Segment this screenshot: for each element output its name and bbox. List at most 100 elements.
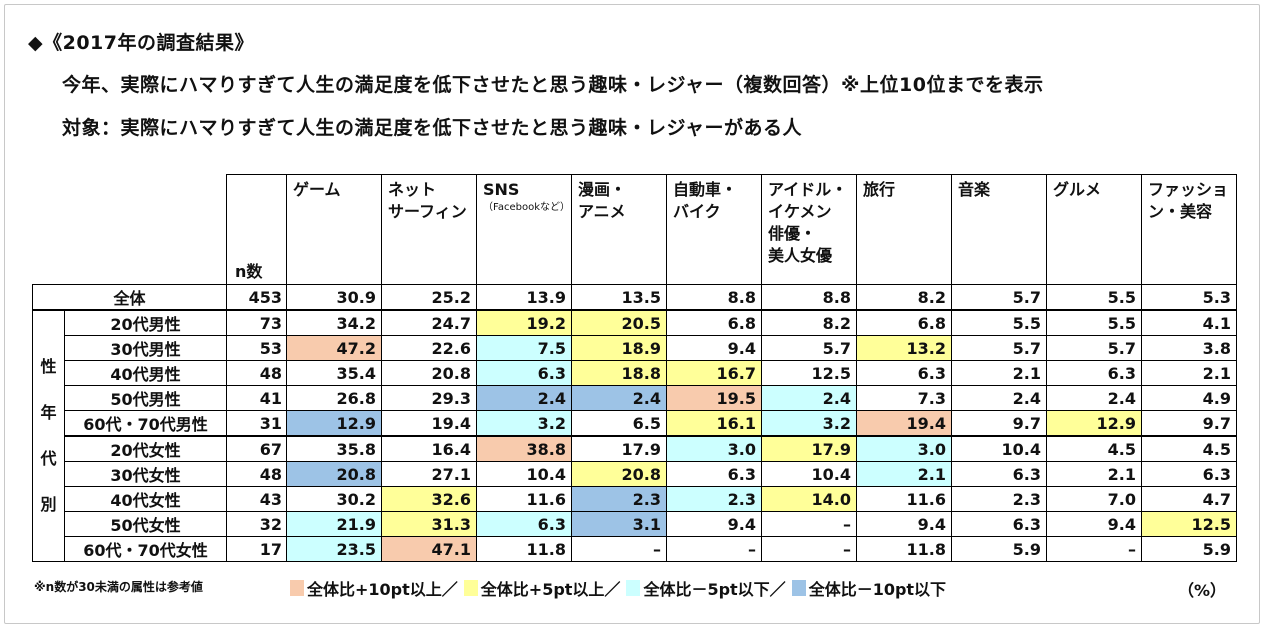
row-label: 20代男性 bbox=[64, 309, 227, 336]
row-label: 40代男性 bbox=[64, 360, 227, 386]
value-cell: 6.3 bbox=[476, 511, 572, 537]
group-label-char: 代 bbox=[40, 449, 57, 468]
value-cell: 5.7 bbox=[761, 335, 857, 361]
column-header-note: （Facebookなど） bbox=[483, 202, 570, 213]
table-row: 40代男性 48 35.4 20.8 6.3 18.8 16.7 12.5 6.3 2.1 6.3 2… bbox=[33, 360, 1237, 386]
value-cell: 9.4 bbox=[856, 511, 952, 537]
row-label: 30代女性 bbox=[64, 461, 227, 487]
column-header-line: 漫画・ bbox=[578, 180, 627, 199]
value-cell: 6.3 bbox=[951, 511, 1047, 537]
column-header: ゲーム bbox=[286, 174, 382, 285]
value-cell: 11.6 bbox=[856, 486, 952, 512]
column-header: グルメ bbox=[1046, 174, 1142, 285]
value-cell: 2.1 bbox=[856, 461, 952, 487]
column-header-line: バイク bbox=[673, 202, 721, 221]
value-cell: 5.7 bbox=[951, 284, 1047, 311]
value-cell: 19.2 bbox=[476, 309, 572, 336]
column-header-line: グルメ bbox=[1053, 180, 1102, 199]
value-cell: 8.8 bbox=[666, 284, 762, 311]
column-header: 自動車・ バイク bbox=[666, 174, 762, 285]
value-cell: 13.5 bbox=[571, 284, 667, 311]
value-cell: 24.7 bbox=[381, 309, 477, 336]
legend-label: 全体比+10pt以上／ bbox=[307, 580, 458, 599]
n-cell: 17 bbox=[226, 536, 287, 562]
column-header-line: 旅行 bbox=[863, 180, 896, 199]
table-row: 60代・70代女性 17 23.5 47.1 11.8– – –11.8 5.9–5.9 bbox=[33, 536, 1237, 562]
value-cell: 12.5 bbox=[761, 360, 857, 386]
row-label: 60代・70代男性 bbox=[64, 410, 227, 437]
value-cell: 32.6 bbox=[381, 486, 477, 512]
value-cell: 8.2 bbox=[761, 309, 857, 336]
value-cell: 31.3 bbox=[381, 511, 477, 537]
column-header-line: 自動車・ bbox=[673, 180, 738, 199]
value-cell: 20.8 bbox=[286, 461, 382, 487]
value-cell: 6.3 bbox=[856, 360, 952, 386]
table-row: 20代女性 67 35.8 16.4 38.8 17.9 3.0 17.9 3.0 10.4 4.5… bbox=[33, 435, 1237, 462]
footnote: ※n数が30未満の属性は参考値 bbox=[34, 580, 203, 594]
value-cell: 7.0 bbox=[1046, 486, 1142, 512]
value-cell: 47.1 bbox=[381, 536, 477, 562]
row-label: 50代男性 bbox=[64, 385, 227, 411]
value-cell: 3.0 bbox=[856, 435, 952, 462]
value-cell: 29.3 bbox=[381, 385, 477, 411]
value-cell: 19.4 bbox=[381, 410, 477, 437]
column-header-line: イケメン bbox=[768, 202, 832, 221]
value-cell: 10.4 bbox=[951, 435, 1047, 462]
table-row: 30代女性 48 20.8 27.1 10.4 20.8 6.3 10.4 2.1 6.3 2.1 6… bbox=[33, 461, 1237, 487]
group-label: 性年代別 bbox=[32, 309, 65, 562]
n-cell: 67 bbox=[226, 435, 287, 462]
legend-swatch bbox=[290, 580, 304, 596]
column-header-line: ファッショ bbox=[1148, 180, 1229, 199]
value-cell: 7.3 bbox=[856, 385, 952, 411]
target-text: 対象：実際にハマりすぎて人生の満足度を低下させたと思う趣味・レジャーがある人 bbox=[62, 117, 803, 139]
value-cell: 19.5 bbox=[666, 385, 762, 411]
column-header-line: 俳優・ bbox=[768, 224, 817, 243]
value-cell: 20.8 bbox=[381, 360, 477, 386]
n-cell: 453 bbox=[226, 284, 287, 311]
n-header-label: n数 bbox=[235, 262, 263, 281]
value-cell: 18.8 bbox=[571, 360, 667, 386]
value-cell: 5.7 bbox=[951, 335, 1047, 361]
group-label-char: 別 bbox=[40, 495, 57, 514]
n-cell: 48 bbox=[226, 461, 287, 487]
value-cell: 2.4 bbox=[1046, 385, 1142, 411]
results-table: n数 ゲーム ネット サーフィン SNS （Facebookなど） 漫画・ アニメ 自動車・バ… bbox=[32, 174, 1237, 562]
value-cell: 16.1 bbox=[666, 410, 762, 437]
value-cell: 6.3 bbox=[1141, 461, 1237, 487]
value-cell: 12.5 bbox=[1141, 511, 1237, 537]
value-cell: – bbox=[761, 536, 857, 562]
value-cell: 3.2 bbox=[476, 410, 572, 437]
value-cell: 13.9 bbox=[476, 284, 572, 311]
value-cell: 9.4 bbox=[1046, 511, 1142, 537]
value-cell: 10.4 bbox=[761, 461, 857, 487]
group-label-char: 性 bbox=[40, 357, 57, 376]
value-cell: 8.8 bbox=[761, 284, 857, 311]
value-cell: 5.9 bbox=[951, 536, 1047, 562]
n-cell: 53 bbox=[226, 335, 287, 361]
value-cell: 35.8 bbox=[286, 435, 382, 462]
value-cell: 3.2 bbox=[761, 410, 857, 437]
value-cell: 17.9 bbox=[761, 435, 857, 462]
value-cell: 5.5 bbox=[1046, 284, 1142, 311]
value-cell: 26.8 bbox=[286, 385, 382, 411]
n-cell: 31 bbox=[226, 410, 287, 437]
legend-label: 全体比－5pt以下／ bbox=[643, 580, 786, 599]
value-cell: 9.7 bbox=[951, 410, 1047, 437]
value-cell: 23.5 bbox=[286, 536, 382, 562]
value-cell: 2.3 bbox=[571, 486, 667, 512]
header-row: n数 ゲーム ネット サーフィン SNS （Facebookなど） 漫画・ アニメ 自動車・バ… bbox=[32, 174, 1237, 285]
value-cell: 2.4 bbox=[571, 385, 667, 411]
value-cell: 6.5 bbox=[571, 410, 667, 437]
value-cell: 4.5 bbox=[1141, 435, 1237, 462]
column-header-line: SNS bbox=[483, 180, 520, 199]
value-cell: 16.4 bbox=[381, 435, 477, 462]
value-cell: 9.4 bbox=[666, 511, 762, 537]
value-cell: 5.5 bbox=[951, 309, 1047, 336]
column-header-line: ン・美容 bbox=[1148, 202, 1213, 221]
column-header-line: ネット bbox=[388, 180, 437, 199]
value-cell: 34.2 bbox=[286, 309, 382, 336]
value-cell: – bbox=[1046, 536, 1142, 562]
value-cell: 2.4 bbox=[761, 385, 857, 411]
value-cell: 20.8 bbox=[571, 461, 667, 487]
value-cell: 11.8 bbox=[476, 536, 572, 562]
